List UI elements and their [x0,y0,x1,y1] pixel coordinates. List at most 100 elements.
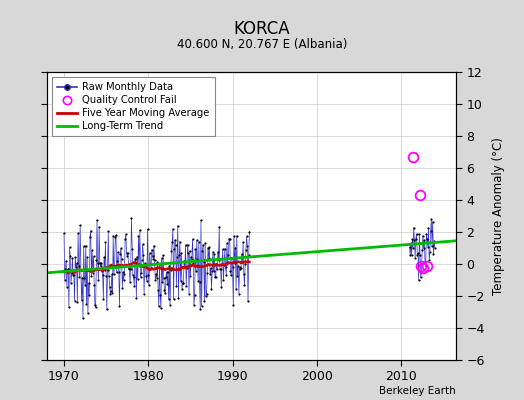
Point [239,239,247,246]
Point [165,262,173,269]
Point [146,250,154,256]
Point [74,230,82,237]
Point [429,251,438,258]
Point [205,244,214,250]
Point [195,279,204,286]
Point [66,244,74,251]
Point [159,252,167,259]
Point [194,278,202,284]
Point [110,271,118,277]
Point [243,242,252,249]
Point [412,231,421,237]
Point [92,257,101,264]
Point [60,230,68,236]
Point [77,267,85,273]
Point [216,266,225,272]
Point [192,237,201,244]
Point [244,298,252,305]
Point [424,224,433,231]
Point [113,269,121,276]
Point [237,264,245,271]
Point [181,242,190,248]
Point [146,261,155,267]
Point [76,222,84,228]
Point [173,222,182,229]
Point [62,258,70,264]
Point [175,252,183,258]
Point [191,246,200,252]
Point [136,274,145,280]
Point [73,299,82,305]
Point [112,232,120,238]
Point [124,250,132,256]
Point [415,231,423,237]
Point [231,260,239,266]
Point [209,248,217,255]
Point [114,249,122,255]
Point [221,245,229,252]
Point [161,274,170,280]
Point [416,252,424,259]
Point [198,303,206,309]
Point [152,271,160,278]
Point [140,260,149,266]
Point [64,266,72,273]
Point [141,263,150,270]
Point [111,262,119,269]
Point [211,274,219,280]
Point [152,274,161,281]
Point [129,274,138,281]
Point [120,271,128,277]
Point [169,296,178,303]
Point [119,277,128,284]
Point [89,253,97,260]
Point [429,218,437,225]
Point [410,224,418,231]
Point [103,306,111,312]
Point [91,304,100,311]
Point [198,248,206,254]
Point [131,256,139,262]
Point [173,254,181,260]
Point [210,268,218,274]
Point [162,269,171,275]
Point [197,217,205,224]
Point [107,288,115,294]
Point [143,278,151,284]
Point [224,252,233,259]
Point [138,241,147,247]
Point [422,230,431,237]
Point [138,257,146,264]
Point [118,284,126,291]
Point [136,227,144,233]
Point [99,272,107,278]
Point [186,272,194,279]
Point [115,269,123,275]
Point [63,266,72,273]
Point [78,274,86,281]
Point [176,238,184,245]
Point [216,266,224,272]
Point [202,290,211,297]
Point [84,280,93,286]
Point [185,291,193,297]
Point [225,236,234,242]
Point [219,277,227,283]
Point [431,245,439,251]
Point [157,255,166,262]
Point [164,269,172,275]
Point [199,241,208,248]
Point [243,233,251,240]
Point [413,252,421,259]
Point [68,255,77,262]
Point [245,252,253,258]
Point [154,286,162,293]
Point [108,290,117,297]
Point [425,257,433,263]
Point [206,271,214,277]
Point [101,267,109,274]
Point [414,277,423,284]
Point [130,283,138,289]
Text: 40.600 N, 20.767 E (Albania): 40.600 N, 20.767 E (Albania) [177,38,347,51]
Point [171,242,180,248]
